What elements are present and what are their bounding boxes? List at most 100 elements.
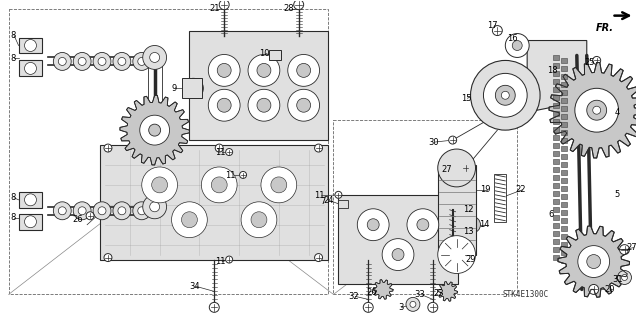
Bar bbox=[561, 218, 567, 223]
Circle shape bbox=[587, 100, 607, 120]
Circle shape bbox=[217, 98, 231, 112]
Bar bbox=[553, 215, 559, 220]
Bar bbox=[269, 50, 281, 60]
Circle shape bbox=[104, 254, 112, 262]
Text: 20: 20 bbox=[605, 285, 615, 294]
Bar bbox=[553, 159, 559, 164]
Bar bbox=[561, 234, 567, 239]
Circle shape bbox=[217, 63, 231, 78]
Circle shape bbox=[53, 52, 71, 70]
Text: 22: 22 bbox=[515, 185, 525, 194]
Circle shape bbox=[382, 239, 414, 271]
Bar bbox=[553, 87, 559, 92]
Bar bbox=[553, 63, 559, 68]
Circle shape bbox=[24, 40, 36, 51]
Circle shape bbox=[470, 60, 540, 130]
Text: 34: 34 bbox=[189, 282, 200, 291]
Circle shape bbox=[226, 256, 232, 263]
Bar bbox=[553, 183, 559, 188]
Bar bbox=[553, 223, 559, 228]
Circle shape bbox=[58, 207, 67, 215]
Circle shape bbox=[215, 144, 223, 152]
Circle shape bbox=[257, 98, 271, 112]
Circle shape bbox=[209, 302, 220, 312]
Bar bbox=[553, 127, 559, 132]
Text: 3: 3 bbox=[398, 303, 403, 312]
Polygon shape bbox=[558, 226, 630, 297]
Circle shape bbox=[587, 255, 601, 269]
Bar bbox=[553, 79, 559, 84]
Circle shape bbox=[364, 302, 373, 312]
Circle shape bbox=[367, 219, 379, 231]
Circle shape bbox=[438, 149, 476, 187]
Polygon shape bbox=[120, 95, 189, 165]
Text: 8: 8 bbox=[11, 213, 16, 222]
Text: 27: 27 bbox=[442, 166, 452, 174]
Circle shape bbox=[140, 115, 170, 145]
Bar bbox=[553, 247, 559, 252]
Polygon shape bbox=[100, 145, 328, 260]
Bar bbox=[553, 95, 559, 100]
Circle shape bbox=[118, 207, 126, 215]
Bar bbox=[561, 122, 567, 127]
Circle shape bbox=[392, 249, 404, 261]
Bar bbox=[561, 74, 567, 79]
Circle shape bbox=[297, 98, 310, 112]
Circle shape bbox=[357, 209, 389, 241]
Bar bbox=[339, 200, 348, 208]
Bar bbox=[561, 162, 567, 167]
Circle shape bbox=[239, 171, 246, 178]
Circle shape bbox=[24, 216, 36, 228]
Bar bbox=[561, 170, 567, 175]
Bar bbox=[561, 210, 567, 215]
Circle shape bbox=[315, 254, 323, 262]
Bar bbox=[553, 167, 559, 172]
Circle shape bbox=[133, 202, 150, 220]
Bar bbox=[553, 103, 559, 108]
Bar bbox=[561, 130, 567, 135]
Circle shape bbox=[93, 52, 111, 70]
Circle shape bbox=[211, 177, 227, 193]
Bar bbox=[561, 82, 567, 87]
Bar bbox=[553, 143, 559, 148]
Text: 6: 6 bbox=[548, 210, 554, 219]
Bar bbox=[19, 214, 42, 230]
Text: 28: 28 bbox=[284, 4, 294, 13]
Bar bbox=[438, 165, 476, 255]
Bar bbox=[553, 175, 559, 180]
Polygon shape bbox=[527, 41, 587, 110]
Circle shape bbox=[257, 63, 271, 78]
Circle shape bbox=[261, 167, 297, 203]
Text: 32: 32 bbox=[348, 292, 359, 301]
Text: 8: 8 bbox=[11, 31, 16, 40]
Text: 8: 8 bbox=[11, 54, 16, 63]
Circle shape bbox=[593, 106, 601, 114]
Circle shape bbox=[461, 164, 470, 172]
Circle shape bbox=[288, 89, 319, 121]
Bar bbox=[561, 66, 567, 71]
Text: 25: 25 bbox=[585, 58, 595, 67]
Circle shape bbox=[78, 207, 86, 215]
Circle shape bbox=[483, 73, 527, 117]
Circle shape bbox=[118, 57, 126, 65]
Circle shape bbox=[73, 202, 91, 220]
Circle shape bbox=[248, 89, 280, 121]
Circle shape bbox=[150, 52, 159, 63]
Text: 11: 11 bbox=[215, 257, 226, 266]
Circle shape bbox=[465, 217, 481, 233]
Circle shape bbox=[315, 144, 323, 152]
Circle shape bbox=[271, 177, 287, 193]
Bar bbox=[553, 239, 559, 244]
Polygon shape bbox=[438, 282, 458, 301]
Circle shape bbox=[138, 207, 146, 215]
Text: 30: 30 bbox=[428, 137, 438, 146]
Bar bbox=[561, 226, 567, 231]
Circle shape bbox=[208, 55, 240, 86]
Bar bbox=[182, 78, 202, 98]
Bar bbox=[494, 174, 506, 222]
Polygon shape bbox=[373, 279, 393, 299]
Bar bbox=[553, 119, 559, 124]
Bar bbox=[553, 207, 559, 212]
Bar bbox=[561, 249, 567, 255]
Circle shape bbox=[589, 285, 598, 294]
